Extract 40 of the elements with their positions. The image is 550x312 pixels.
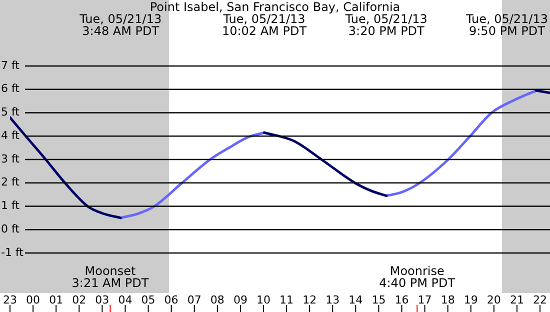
x-tick-label: 02 <box>72 293 86 306</box>
text: Tue, 05/21/13 3:20 PM PDT <box>344 12 428 38</box>
x-tick-label: 11 <box>280 293 294 306</box>
x-tick-label: 17 <box>418 293 432 306</box>
x-tick-label: 15 <box>372 293 386 306</box>
y-tick-label: 6 ft <box>1 82 20 96</box>
x-tick-label: 21 <box>510 293 524 306</box>
x-tick-label: 06 <box>164 293 178 306</box>
x-tick-label: 04 <box>118 293 132 306</box>
x-tick-label: 12 <box>302 293 317 306</box>
x-tick-label: 00 <box>26 293 40 306</box>
y-tick-label: 0 ft <box>1 222 20 236</box>
ref-line-label: Moonset 3:21 AM PDT <box>72 264 150 290</box>
y-tick-label: 2 ft <box>1 176 20 189</box>
x-tick-label: 14 <box>348 293 363 306</box>
y-tick-label: 7 ft <box>1 58 20 72</box>
x-tick-label: 05 <box>141 293 156 306</box>
y-tick-label: 4 ft <box>1 128 20 142</box>
x-tick-label: 03 <box>95 293 110 306</box>
x-tick-label: 16 <box>394 293 409 306</box>
x-tick-label: 09 <box>233 293 248 306</box>
x-tick-label: 20 <box>486 293 501 306</box>
x-tick-label: 07 <box>187 293 202 306</box>
x-tick-label: 22 <box>533 293 548 306</box>
x-tick-label: 13 <box>326 293 340 306</box>
x-tick-label: 18 <box>440 293 455 306</box>
ref-line-label: Moonrise 4:40 PM PDT <box>379 264 456 290</box>
y-tick-label: 3 ft <box>1 152 20 166</box>
y-tick-label: -1 ft <box>1 246 24 259</box>
y-tick-label: 5 ft <box>1 106 20 119</box>
x-tick-label: 10 <box>256 293 270 306</box>
x-tick-label: 01 <box>49 293 64 306</box>
text: Tue, 05/21/13 3:48 AM PDT <box>78 12 162 38</box>
text: Tue, 05/21/13 9:50 PM PDT <box>464 12 548 38</box>
x-tick-label: 23 <box>3 293 17 306</box>
text: Tue, 05/21/13 10:02 AM PDT <box>222 12 308 38</box>
x-tick-label: 08 <box>210 293 224 306</box>
y-tick-label: 1 ft <box>1 199 20 212</box>
chart-title: Point Isabel, San Francisco Bay, California <box>150 0 400 14</box>
x-tick-label: 19 <box>464 293 478 306</box>
